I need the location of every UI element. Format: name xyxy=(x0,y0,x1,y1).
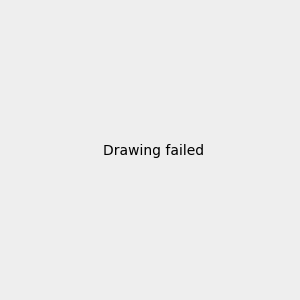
Text: Drawing failed: Drawing failed xyxy=(103,145,204,158)
